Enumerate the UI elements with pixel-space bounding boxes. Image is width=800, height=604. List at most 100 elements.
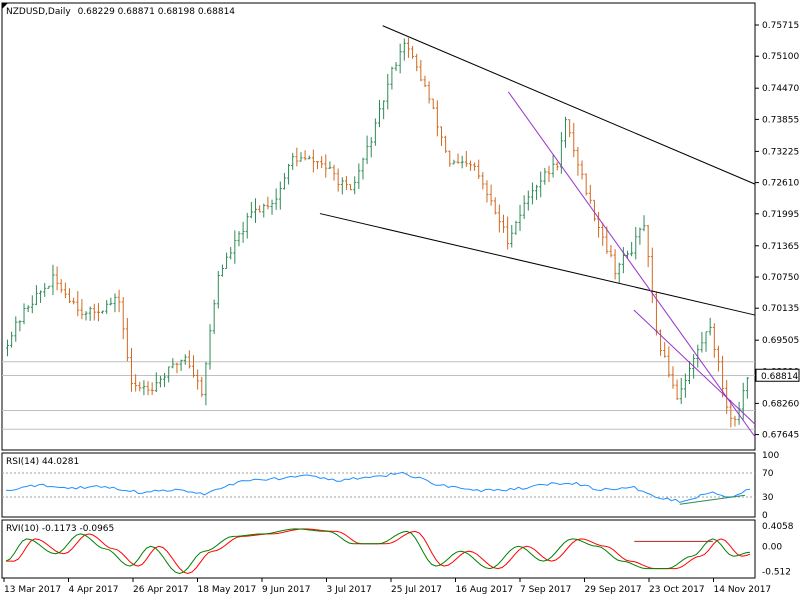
- price-bar: [609, 245, 613, 258]
- rsi-trendline[interactable]: [679, 494, 746, 505]
- rsi-tick-label: 100: [762, 451, 779, 461]
- price-bar: [365, 135, 369, 164]
- price-bar: [59, 279, 63, 293]
- date-tick-label: 14 Nov 2017: [714, 585, 772, 595]
- price-bar: [460, 155, 464, 169]
- price-bar: [332, 164, 336, 181]
- price-bar: [386, 73, 390, 110]
- rsi-panel[interactable]: 100 70 30 0 RSI(14) 44.0281: [1, 451, 779, 521]
- price-bar: [390, 66, 394, 90]
- price-trendline[interactable]: [507, 91, 756, 438]
- price-tick-label: 0.69505: [762, 336, 799, 346]
- price-bar: [357, 163, 361, 189]
- rvi-label: RVI(10) -0.1173 -0.0965: [6, 524, 114, 534]
- price-tick-label: 0.70750: [762, 273, 799, 283]
- price-bar: [464, 150, 468, 167]
- price-bar: [187, 350, 191, 369]
- price-bar: [130, 347, 133, 392]
- rvi-panel[interactable]: 0.4058 0.00 -0.512 RVI(10) -0.1173 -0.0965: [1, 519, 794, 579]
- date-tick-label: 4 Apr 2017: [69, 585, 119, 595]
- price-bar: [402, 38, 406, 61]
- price-bar: [84, 311, 88, 321]
- price-bar: [51, 264, 55, 295]
- rsi-axis: 100 70 30 0: [762, 451, 779, 521]
- price-bar: [233, 230, 237, 264]
- price-bar: [679, 377, 683, 404]
- rsi-tick-label: 30: [762, 493, 774, 503]
- price-bar: [154, 372, 158, 392]
- chart-ohlc-values: 0.68229 0.68871 0.68198 0.68814: [78, 7, 236, 17]
- price-bar: [481, 172, 485, 190]
- price-bar: [473, 162, 477, 171]
- price-bar: [328, 161, 332, 169]
- date-tick-label: 9 Jun 2017: [262, 585, 310, 595]
- price-bar: [423, 75, 427, 88]
- price-bar: [216, 270, 220, 309]
- price-bar: [506, 216, 510, 250]
- price-bar: [427, 81, 431, 104]
- price-bar: [220, 264, 224, 277]
- price-bar: [452, 159, 456, 165]
- price-bar: [344, 176, 348, 191]
- rvi-axis: 0.4058 0.00 -0.512: [762, 522, 794, 577]
- price-bar: [258, 205, 262, 213]
- chart-header: NZDUSD,Daily 0.68229 0.68871 0.68198 0.6…: [6, 7, 235, 17]
- price-bar: [419, 59, 423, 82]
- price-bar: [568, 119, 572, 138]
- price-bar: [382, 100, 386, 120]
- date-tick-label: 18 May 2017: [198, 585, 257, 595]
- price-bar: [477, 159, 481, 180]
- price-bar: [733, 415, 737, 427]
- price-bar: [435, 100, 439, 137]
- price-bar: [493, 197, 497, 215]
- date-tick-label: 25 Jul 2017: [391, 585, 442, 595]
- price-bar: [634, 226, 638, 260]
- panel-collapse-triangle-icon[interactable]: [2, 3, 8, 9]
- price-bar: [688, 360, 691, 385]
- price-bar: [716, 345, 720, 372]
- rsi-label: RSI(14) 44.0281: [6, 457, 79, 467]
- price-bar: [295, 147, 299, 167]
- price-bar: [142, 380, 146, 396]
- rvi-tick-label: 0.4058: [762, 522, 794, 532]
- price-bar: [630, 241, 634, 257]
- rsi-tick-label: 70: [762, 469, 774, 479]
- price-panel[interactable]: 0.75715 0.75100 0.74470 0.73855 0.73225 0.726…: [1, 2, 800, 451]
- current-price-tag: [755, 368, 800, 382]
- price-bar: [316, 161, 319, 169]
- price-bar: [88, 306, 92, 321]
- price-tick-label: 0.67645: [762, 431, 799, 441]
- price-bar: [92, 303, 96, 321]
- price-bar: [349, 184, 353, 191]
- price-bar: [468, 160, 472, 171]
- price-trendline[interactable]: [633, 309, 756, 425]
- rsi-levels: [2, 472, 755, 498]
- price-bar: [47, 285, 51, 289]
- price-bar: [109, 297, 113, 306]
- price-bar: [592, 199, 596, 222]
- price-bar: [601, 222, 605, 246]
- price-bar: [200, 376, 204, 398]
- price-bar: [121, 297, 125, 340]
- price-bar: [539, 171, 543, 198]
- price-bar: [311, 149, 315, 173]
- price-trendline[interactable]: [319, 213, 756, 316]
- rvi-main-line: [5, 528, 751, 575]
- date-tick-label: 16 Aug 2017: [456, 585, 514, 595]
- price-axis: 0.75715 0.75100 0.74470 0.73855 0.73225 0.726…: [755, 21, 800, 441]
- price-bar: [336, 168, 340, 192]
- price-bar: [307, 155, 311, 160]
- price-bar: [291, 152, 295, 170]
- price-bar: [555, 161, 559, 171]
- price-bar: [212, 299, 216, 335]
- price-trendline[interactable]: [382, 25, 756, 185]
- date-tick-label: 29 Sep 2017: [585, 585, 642, 595]
- price-bar: [745, 376, 749, 399]
- price-bar: [324, 154, 328, 178]
- price-tick-label: 0.68260: [762, 399, 799, 409]
- price-bar: [485, 180, 489, 203]
- date-tick-label: 26 Apr 2017: [133, 585, 189, 595]
- price-bar: [621, 247, 625, 274]
- price-bar: [369, 137, 373, 158]
